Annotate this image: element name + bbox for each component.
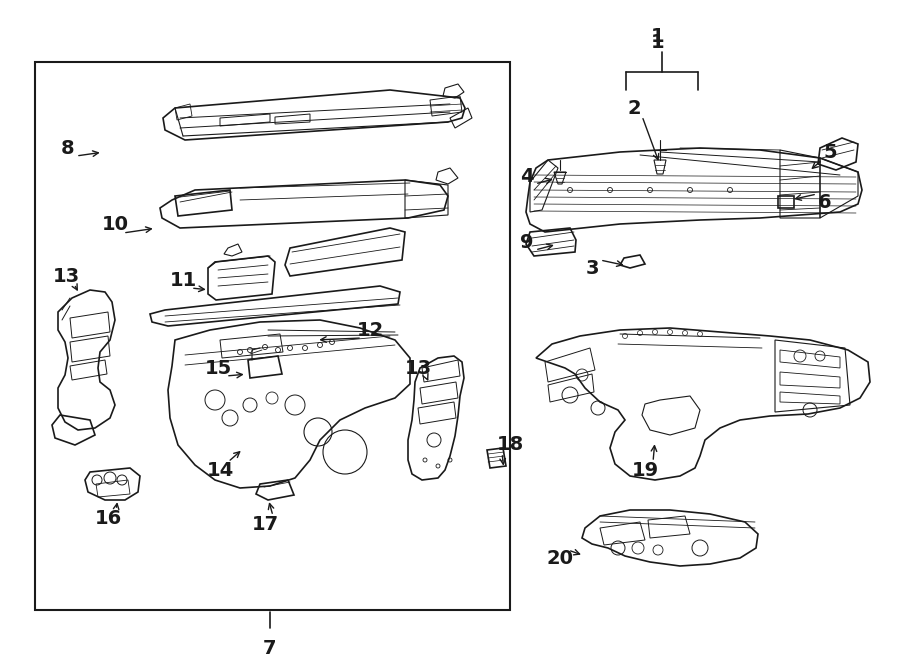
Text: 17: 17	[251, 514, 279, 533]
Bar	[35, 62, 510, 610]
Text: 12: 12	[356, 321, 383, 340]
Text: 11: 11	[169, 270, 196, 290]
Text: 15: 15	[204, 358, 231, 377]
Text: 16: 16	[94, 508, 122, 527]
Text: 9: 9	[520, 233, 534, 251]
Text: 13: 13	[404, 358, 432, 377]
Text: 13: 13	[52, 266, 79, 286]
Text: 18: 18	[497, 436, 524, 455]
Text: 1: 1	[652, 26, 665, 46]
Text: 3: 3	[585, 258, 598, 278]
Text: 20: 20	[546, 549, 573, 568]
Text: 7: 7	[263, 639, 277, 658]
Text: 2: 2	[627, 98, 641, 118]
Text: 10: 10	[102, 215, 129, 235]
Text: 19: 19	[632, 461, 659, 479]
Text: 1: 1	[652, 32, 665, 52]
Text: 6: 6	[818, 192, 832, 212]
Text: 8: 8	[61, 139, 75, 157]
Text: 5: 5	[824, 143, 837, 161]
Text: 4: 4	[520, 167, 534, 186]
Text: 14: 14	[206, 461, 234, 479]
